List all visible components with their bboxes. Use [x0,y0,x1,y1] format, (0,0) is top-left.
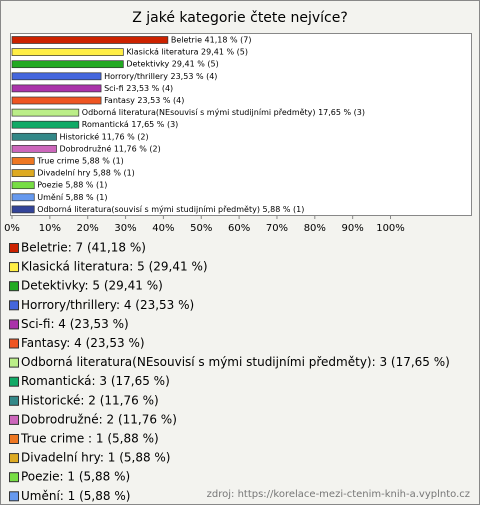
data-label: Romantická 17,65 % (3) [82,120,178,129]
data-label: Divadelní hry 5,88 % (1) [37,169,135,178]
data-label: Klasická literatura 29,41 % (5) [126,48,248,57]
bar [11,36,169,44]
legend-swatch [9,395,19,406]
data-label: True crime 5,88 % (1) [36,157,124,166]
legend-label: Divadelní hry: 1 (5,88 %) [21,451,171,465]
x-tick-label: 40% [152,223,174,234]
chart-title: Z jaké kategorie čtete nejvíce? [132,10,348,26]
legend-label: Umění: 1 (5,88 %) [21,489,130,503]
x-tick-label: 30% [114,223,136,234]
data-label: Fantasy 23,53 % (4) [104,96,184,105]
legend-swatch [9,491,19,502]
legend-label: Historické: 2 (11,76 %) [21,393,159,407]
x-tick-label: 100% [376,223,405,234]
x-tick-label: 20% [77,223,99,234]
legend-label: Odborná literatura(NEsouvisí s mými stud… [21,355,450,369]
legend-label: Poezie: 1 (5,88 %) [21,470,130,484]
bar [11,157,35,165]
data-label: Umění 5,88 % (1) [37,193,107,202]
data-label: Odborná literatura(NEsouvisí s mými stud… [82,108,365,117]
bar [11,181,35,190]
source: zdroj: https://korelace-mezi-ctenim-knih… [207,489,470,500]
bar [11,48,124,56]
legend-swatch [9,281,19,292]
legend-swatch [9,300,19,311]
bar [11,132,57,141]
legend-swatch [9,414,19,425]
legend-swatch [9,338,19,349]
legend-label: Beletrie: 7 (41,18 %) [21,241,146,255]
legend-swatch [9,262,19,273]
legend-label: Detektivky: 5 (29,41 %) [21,279,163,293]
data-label: Dobrodružné 11,76 % (2) [60,143,161,153]
x-tick-label: 80% [304,223,326,234]
data-label: Sci-fi 23,53 % (4) [104,84,173,93]
bar [11,193,35,202]
data-label: Beletrie 41,18 % (7) [171,36,252,45]
bar [11,96,102,105]
data-label: Horrory/thrillery 23,53 % (4) [104,72,217,81]
legend-swatch [9,453,19,464]
bar [11,60,124,69]
bar [11,84,102,93]
legend-swatch [9,243,19,253]
x-tick-label: 0% [4,223,20,234]
legend-swatch [9,376,19,387]
bar [11,72,102,81]
legend-label: Horrory/thrillery: 4 (23,53 %) [21,298,194,312]
legend-swatch [9,434,19,444]
bar [11,120,80,129]
legend-swatch [9,472,19,483]
x-tick-label: 10% [39,223,61,234]
legend-label: Fantasy: 4 (23,53 %) [21,336,145,350]
legend-label: True crime : 1 (5,88 %) [20,432,159,446]
legend-swatch [9,357,19,368]
x-tick-label: 70% [266,223,288,234]
legend-label: Romantická: 3 (17,65 %) [21,374,170,388]
legend-label: Dobrodružné: 2 (11,76 %) [21,412,177,426]
x-tick-label: 90% [342,223,364,234]
x-tick-label: 50% [190,223,212,234]
bar [11,145,57,153]
data-label: Detektivky 29,41 % (5) [126,60,218,69]
data-label: Odborná literatura(souvisí s mými studij… [37,205,304,214]
bar [11,205,35,214]
data-label: Poezie 5,88 % (1) [37,181,107,190]
legend-label: Klasická literatura: 5 (29,41 %) [21,260,208,274]
bar [11,108,80,117]
bar [11,169,35,177]
legend-label: Sci-fi: 4 (23,53 %) [21,317,129,331]
x-tick-label: 60% [228,223,250,234]
data-label: Historické 11,76 % (2) [60,131,149,141]
legend-swatch [9,319,19,330]
